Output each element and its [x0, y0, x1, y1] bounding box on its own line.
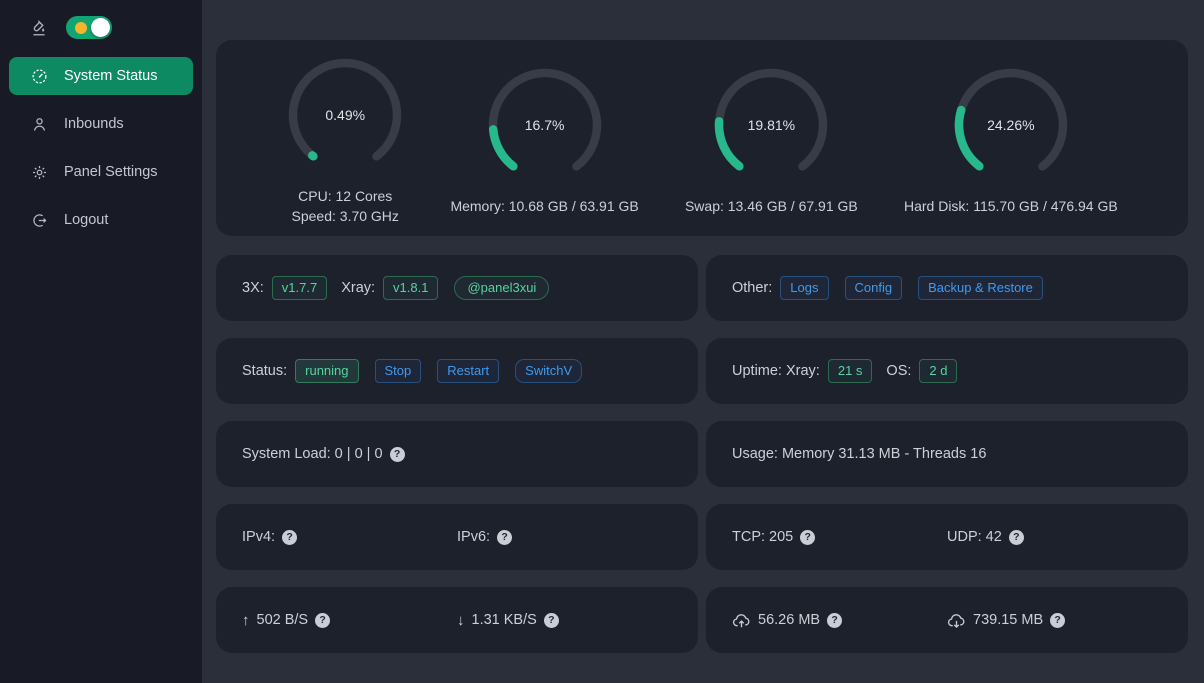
swap-percent: 19.81%	[747, 117, 796, 133]
switch-version-button[interactable]: SwitchV	[515, 359, 583, 383]
uptime-xray-label: Uptime: Xray:	[732, 363, 820, 379]
system-gauges-card: 0.49% CPU: 12 Cores Speed: 3.70 GHz 16.7…	[216, 40, 1188, 236]
backup-restore-button[interactable]: Backup & Restore	[918, 276, 1043, 300]
xray-uptime-badge: 21 s	[827, 359, 873, 383]
os-uptime-badge: 2 d	[919, 359, 958, 383]
swap-label: Swap: 13.46 GB / 67.91 GB	[684, 198, 858, 214]
other-label: Other:	[732, 280, 773, 296]
status-card: Status: running Stop Restart SwitchV	[216, 338, 698, 404]
ip-card: IPv4: ? IPv6: ?	[216, 504, 698, 570]
disk-gauge: 24.26% Hard Disk: 115.70 GB / 476.94 GB	[904, 66, 1118, 216]
3x-version-tag[interactable]: v1.7.7	[271, 276, 328, 300]
usage-label: Usage: Memory 31.13 MB - Threads 16	[732, 446, 987, 462]
sidebar-item-logout[interactable]: Logout	[9, 201, 193, 239]
arrow-down-icon: ↓	[457, 611, 465, 629]
help-icon[interactable]: ?	[389, 446, 405, 462]
stop-button[interactable]: Stop	[374, 359, 422, 383]
cpu-gauge: 0.49% CPU: 12 Cores Speed: 3.70 GHz	[286, 56, 404, 226]
sidebar-item-label: Panel Settings	[64, 164, 158, 180]
status-running-badge: running	[295, 359, 359, 383]
gauge-arc	[715, 68, 828, 182]
help-icon[interactable]: ?	[315, 612, 331, 628]
download-speed-label: 1.31 KB/S	[471, 612, 537, 628]
traffic-card: 56.26 MB ? 739.15 MB ?	[706, 587, 1188, 653]
gauge-arc	[288, 58, 402, 172]
connections-card: TCP: 205 ? UDP: 42 ?	[706, 504, 1188, 570]
status-label: Status:	[242, 363, 288, 379]
sidebar-item-label: Inbounds	[64, 116, 124, 132]
system-load-label: System Load: 0 | 0 | 0	[242, 446, 383, 462]
tcp-count-label: TCP: 205	[732, 529, 794, 545]
load-card: System Load: 0 | 0 | 0 ?	[216, 421, 698, 487]
cloud-download-icon	[947, 613, 965, 628]
help-icon[interactable]: ?	[282, 529, 298, 545]
telegram-tag[interactable]: @panel3xui	[454, 276, 550, 300]
memory-percent: 16.7%	[524, 117, 565, 133]
dark-mode-toggle[interactable]	[66, 16, 112, 39]
help-icon[interactable]: ?	[1050, 612, 1066, 628]
logs-button[interactable]: Logs	[780, 276, 829, 300]
os-label: OS:	[886, 363, 912, 379]
speed-card: ↑ 502 B/S ? ↓ 1.31 KB/S ?	[216, 587, 698, 653]
help-icon[interactable]: ?	[543, 612, 559, 628]
3x-label: 3X:	[242, 280, 264, 296]
main-content: 0.49% CPU: 12 Cores Speed: 3.70 GHz 16.7…	[202, 0, 1204, 683]
info-grid: 3X: v1.7.7 Xray: v1.8.1 @panel3xui Other…	[216, 255, 1188, 653]
uptime-card: Uptime: Xray: 21 s OS: 2 d	[706, 338, 1188, 404]
cpu-label: CPU: 12 Cores Speed: 3.70 GHz	[291, 188, 399, 224]
gear-icon	[32, 165, 47, 179]
ipv4-label: IPv4:	[242, 529, 276, 545]
memory-label: Memory: 10.68 GB / 63.91 GB	[450, 198, 639, 214]
sidebar-item-system-status[interactable]: System Status	[9, 57, 193, 95]
memory-gauge: 16.7% Memory: 10.68 GB / 63.91 GB	[450, 66, 639, 216]
arrow-up-icon: ↑	[242, 611, 250, 629]
sidebar-item-label: System Status	[64, 68, 158, 84]
usage-card: Usage: Memory 31.13 MB - Threads 16	[706, 421, 1188, 487]
xray-label: Xray:	[341, 280, 376, 296]
sidebar-menu: System Status Inbounds Panel Settings Lo…	[0, 57, 202, 239]
shortcuts-card: Other: Logs Config Backup & Restore	[706, 255, 1188, 321]
gauge-arc	[488, 68, 601, 182]
disk-percent: 24.26%	[987, 117, 1035, 133]
help-icon[interactable]: ?	[1008, 529, 1024, 545]
udp-count-label: UDP: 42	[947, 529, 1002, 545]
sidebar: System Status Inbounds Panel Settings Lo…	[0, 0, 202, 683]
user-icon	[33, 117, 46, 131]
disk-label: Hard Disk: 115.70 GB / 476.94 GB	[903, 198, 1118, 214]
sidebar-item-inbounds[interactable]: Inbounds	[9, 105, 193, 143]
ipv6-label: IPv6:	[457, 529, 491, 545]
xray-version-tag[interactable]: v1.8.1	[383, 276, 439, 300]
version-card: 3X: v1.7.7 Xray: v1.8.1 @panel3xui	[216, 255, 698, 321]
total-received-label: 739.15 MB	[973, 612, 1044, 628]
config-button[interactable]: Config	[844, 276, 903, 300]
dashboard-icon	[32, 68, 47, 84]
restart-button[interactable]: Restart	[437, 359, 500, 383]
theme-toggle-row	[0, 10, 202, 51]
gauge-arc	[954, 68, 1068, 182]
logout-icon	[33, 213, 47, 227]
help-icon[interactable]: ?	[827, 612, 843, 628]
cloud-upload-icon	[732, 613, 750, 627]
cpu-percent: 0.49%	[325, 107, 366, 123]
toggle-knob	[91, 18, 110, 37]
paint-bucket-icon	[33, 19, 45, 35]
sidebar-item-label: Logout	[64, 212, 109, 228]
help-icon[interactable]: ?	[800, 529, 816, 545]
help-icon[interactable]: ?	[497, 529, 513, 545]
sun-icon	[75, 21, 87, 34]
total-sent-label: 56.26 MB	[758, 612, 821, 628]
sidebar-item-panel-settings[interactable]: Panel Settings	[9, 153, 193, 191]
swap-gauge: 19.81% Swap: 13.46 GB / 67.91 GB	[685, 66, 858, 216]
upload-speed-label: 502 B/S	[256, 612, 309, 628]
